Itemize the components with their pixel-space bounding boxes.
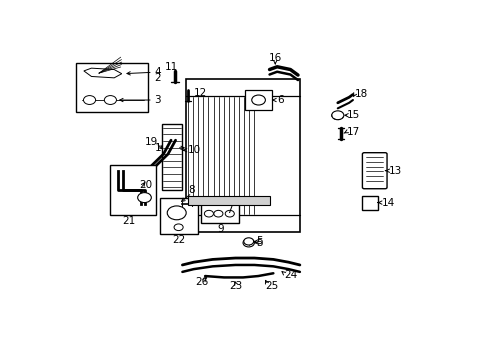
FancyBboxPatch shape	[362, 153, 386, 189]
Bar	[188, 195, 269, 205]
Text: 16: 16	[268, 53, 281, 63]
Text: 11: 11	[164, 62, 177, 72]
Text: 14: 14	[381, 198, 394, 208]
Circle shape	[167, 206, 186, 220]
Text: 26: 26	[195, 276, 208, 287]
Circle shape	[225, 210, 234, 217]
Text: 8: 8	[188, 185, 195, 194]
Text: 2: 2	[154, 73, 160, 82]
Text: 17: 17	[346, 127, 360, 137]
Text: 15: 15	[346, 110, 360, 120]
Text: 21: 21	[122, 216, 135, 226]
Text: 9: 9	[217, 224, 223, 234]
Circle shape	[251, 95, 265, 105]
Circle shape	[244, 238, 253, 245]
Text: 24: 24	[284, 270, 297, 280]
Text: 10: 10	[188, 145, 201, 155]
Bar	[245, 90, 271, 110]
Text: 13: 13	[388, 166, 401, 176]
Circle shape	[331, 111, 343, 120]
Circle shape	[174, 224, 183, 231]
Bar	[362, 195, 377, 210]
Text: 6: 6	[277, 95, 284, 105]
Circle shape	[243, 239, 254, 247]
Text: 12: 12	[193, 88, 206, 98]
Text: 1: 1	[155, 143, 161, 153]
Text: 25: 25	[264, 281, 278, 291]
Bar	[159, 198, 197, 234]
Text: 22: 22	[172, 235, 185, 245]
Text: 4: 4	[154, 67, 160, 77]
Circle shape	[104, 96, 116, 104]
Circle shape	[213, 210, 223, 217]
Bar	[161, 123, 182, 190]
Text: 3: 3	[154, 95, 160, 105]
Circle shape	[83, 96, 96, 104]
Circle shape	[204, 210, 213, 217]
Bar	[110, 165, 156, 215]
Text: 20: 20	[139, 180, 152, 190]
Text: 7: 7	[225, 204, 232, 215]
Text: 5: 5	[256, 238, 263, 248]
Text: 19: 19	[144, 136, 158, 147]
Text: 23: 23	[229, 281, 243, 291]
Circle shape	[138, 193, 151, 203]
Text: 5: 5	[256, 237, 263, 246]
Bar	[201, 204, 239, 223]
Bar	[76, 63, 148, 112]
Bar	[186, 79, 299, 232]
Text: 18: 18	[354, 90, 367, 99]
